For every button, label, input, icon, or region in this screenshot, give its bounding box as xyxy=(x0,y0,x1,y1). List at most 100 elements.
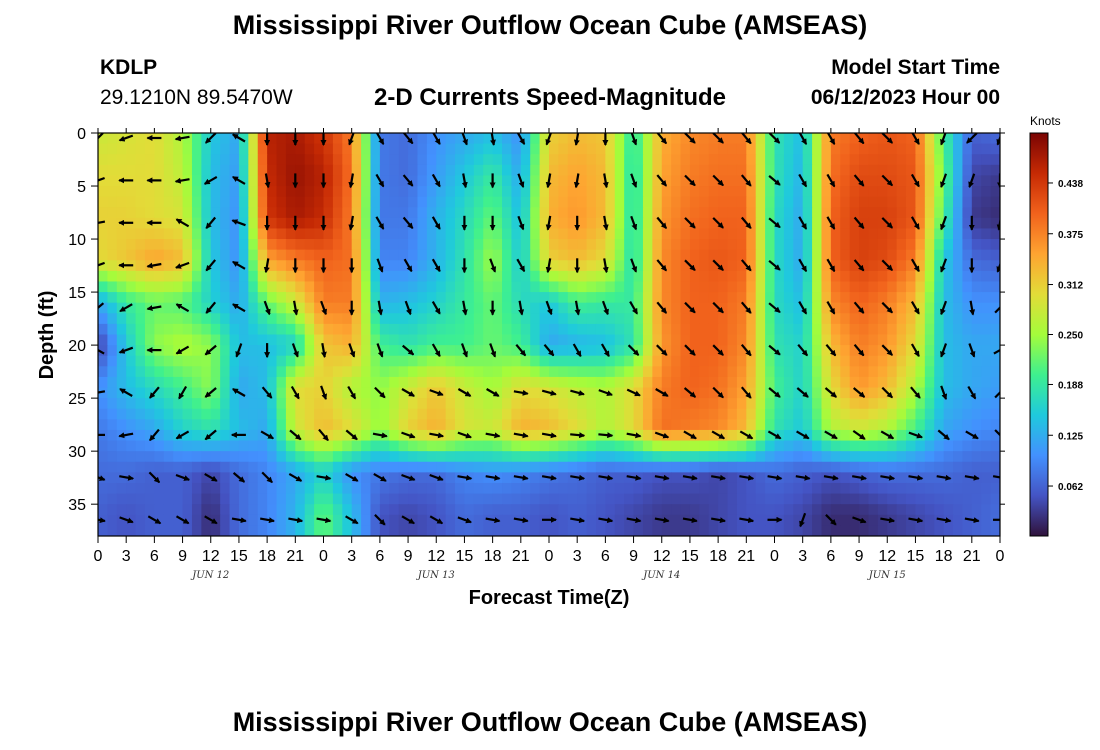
current-arrow xyxy=(545,300,553,316)
heat-cell xyxy=(107,196,118,208)
heat-cell xyxy=(332,461,343,473)
heat-cell xyxy=(144,419,155,431)
heat-cell xyxy=(285,228,296,240)
heat-cell xyxy=(896,143,907,155)
heat-cell xyxy=(896,514,907,526)
current-arrow xyxy=(516,258,526,273)
heat-cell xyxy=(765,376,776,389)
current-arrow xyxy=(739,474,755,481)
heat-cell xyxy=(173,482,184,495)
heat-cell xyxy=(868,175,879,187)
heat-cell xyxy=(755,440,766,452)
heat-cell xyxy=(783,408,794,420)
heat-cell xyxy=(135,239,146,251)
heat-cell xyxy=(144,482,155,495)
current-arrow xyxy=(910,343,920,358)
heat-cell xyxy=(595,493,606,505)
heat-cell xyxy=(154,376,165,389)
heat-cell xyxy=(812,387,823,399)
current-arrow xyxy=(175,345,190,355)
heat-cell xyxy=(971,408,982,420)
heat-cell xyxy=(398,164,409,177)
current-arrow xyxy=(712,386,724,399)
heat-cell xyxy=(314,482,325,495)
heat-cell xyxy=(614,429,625,442)
current-arrow xyxy=(204,515,218,525)
heat-cell xyxy=(906,292,917,304)
heat-cell xyxy=(793,281,804,293)
heat-cell xyxy=(906,154,917,166)
heat-cell xyxy=(868,366,879,378)
heat-cell xyxy=(408,461,419,473)
current-arrow xyxy=(570,432,586,439)
heat-cell xyxy=(727,408,738,420)
heat-cell xyxy=(652,387,663,399)
heat-cell xyxy=(530,451,541,463)
heat-cell xyxy=(285,493,296,505)
current-arrow xyxy=(656,259,668,272)
heat-cell xyxy=(417,196,428,208)
heat-cell xyxy=(859,440,870,452)
heat-cell xyxy=(868,472,879,484)
heat-cell xyxy=(267,355,278,367)
heat-cell xyxy=(492,196,503,208)
heat-cell xyxy=(436,398,447,410)
heat-cell xyxy=(821,217,832,230)
heat-cell xyxy=(210,376,221,389)
heat-cell xyxy=(398,482,409,495)
heat-cell xyxy=(859,493,870,505)
heat-cell xyxy=(502,514,513,526)
heat-cell xyxy=(915,366,926,378)
heat-cell xyxy=(351,302,362,314)
heat-cell xyxy=(812,440,823,452)
heat-cell xyxy=(295,164,306,177)
heat-cell xyxy=(746,164,757,177)
heat-cell xyxy=(267,440,278,452)
heat-cell xyxy=(116,207,127,219)
y-tick-label: 15 xyxy=(68,285,86,302)
heat-cell xyxy=(238,461,249,473)
heat-cell xyxy=(840,334,851,346)
heat-cell xyxy=(436,440,447,452)
current-arrow xyxy=(174,135,190,142)
heat-cell xyxy=(229,292,240,304)
heat-cell xyxy=(220,472,231,484)
heat-cell xyxy=(906,186,917,198)
heatmap-cells xyxy=(98,133,1000,536)
heat-cell xyxy=(595,366,606,378)
current-arrow xyxy=(146,305,162,311)
heat-cell xyxy=(426,451,437,463)
heat-cell xyxy=(455,419,466,431)
heat-cell xyxy=(379,493,390,505)
heat-cell xyxy=(323,493,334,505)
heat-cell xyxy=(210,196,221,208)
heat-cell xyxy=(210,292,221,304)
heat-cell xyxy=(652,249,663,261)
heat-cell xyxy=(567,366,578,378)
current-arrow xyxy=(825,514,837,526)
heat-cell xyxy=(436,175,447,187)
heat-cell xyxy=(267,504,278,516)
heat-cell xyxy=(220,164,231,177)
heat-cell xyxy=(755,217,766,230)
y-tick-label: 25 xyxy=(68,391,86,408)
heat-cell xyxy=(953,514,964,526)
heat-cell xyxy=(624,302,635,314)
heat-cell xyxy=(135,292,146,304)
current-arrow xyxy=(601,300,609,316)
heat-cell xyxy=(267,186,278,198)
heat-cell xyxy=(943,366,954,378)
heat-cell xyxy=(783,228,794,240)
current-arrow xyxy=(377,300,384,316)
heat-cell xyxy=(614,292,625,304)
heat-cell xyxy=(276,323,287,336)
heat-cell xyxy=(953,366,964,378)
heat-cell xyxy=(285,366,296,378)
heat-cell xyxy=(821,387,832,399)
current-arrow xyxy=(431,343,441,358)
heat-cell xyxy=(746,292,757,304)
heat-cell xyxy=(502,345,513,357)
heat-cell xyxy=(840,355,851,367)
heat-cell xyxy=(304,334,315,346)
current-arrow xyxy=(712,344,724,356)
